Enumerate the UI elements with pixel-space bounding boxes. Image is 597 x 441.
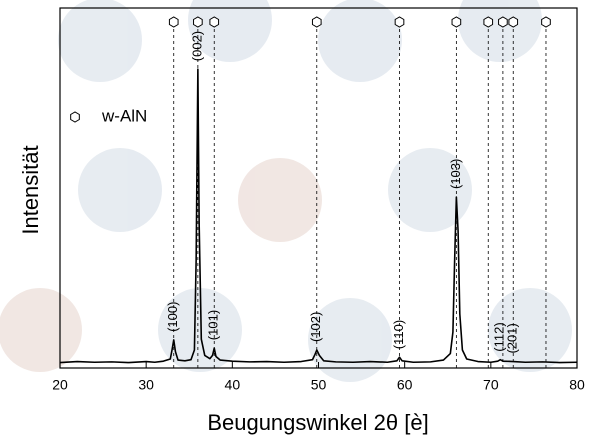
background xyxy=(0,0,572,382)
background-sphere xyxy=(0,288,82,372)
x-tick-label: 70 xyxy=(483,377,499,393)
reference-marker xyxy=(193,16,203,28)
background-sphere xyxy=(458,0,542,62)
x-tick-label: 50 xyxy=(311,377,327,393)
legend-label: w-AlN xyxy=(101,106,147,125)
reference-marker xyxy=(483,16,494,28)
reference-marker xyxy=(394,16,405,28)
reference-marker xyxy=(168,16,179,28)
x-tick-label: 40 xyxy=(225,377,241,393)
background-sphere xyxy=(388,148,472,232)
background-sphere xyxy=(318,0,402,82)
reference-marker xyxy=(498,16,508,28)
background-sphere xyxy=(188,0,272,62)
peak-label: (002) xyxy=(189,31,204,61)
background-sphere xyxy=(158,288,242,372)
background-sphere xyxy=(238,158,322,242)
x-tick-label: 80 xyxy=(569,377,585,393)
x-axis-label: Beugungswinkel 2θ [è] xyxy=(207,410,428,435)
x-tick-label: 20 xyxy=(52,377,68,393)
background-sphere xyxy=(488,288,572,372)
x-tick-label: 30 xyxy=(138,377,154,393)
spectrum-line xyxy=(59,68,578,364)
legend-marker xyxy=(70,111,80,123)
peak-label: (101) xyxy=(206,310,221,340)
peak-label: (100) xyxy=(165,302,180,332)
reference-marker xyxy=(508,16,519,28)
peak-label: (110) xyxy=(391,320,406,349)
reference-marker xyxy=(541,16,551,28)
reference-marker xyxy=(311,16,322,28)
peak-label: (201) xyxy=(505,323,520,353)
reference-marker xyxy=(451,16,462,28)
peak-label: (102) xyxy=(308,312,323,342)
background-sphere xyxy=(58,0,142,82)
peak-label: (103) xyxy=(448,159,463,189)
peak-label: (112) xyxy=(492,322,507,351)
x-tick-label: 60 xyxy=(397,377,413,393)
background-sphere xyxy=(78,148,162,232)
y-axis-label: Intensität xyxy=(18,145,43,234)
reference-marker xyxy=(209,16,220,28)
